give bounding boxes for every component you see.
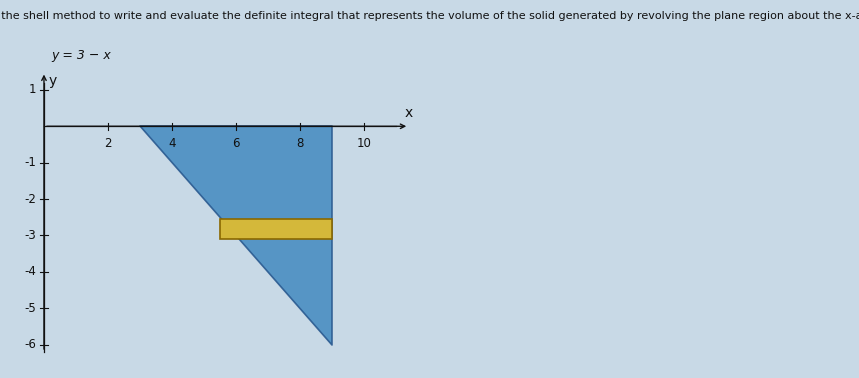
Text: 6: 6	[233, 137, 240, 150]
Text: -4: -4	[24, 265, 36, 278]
Text: x: x	[405, 106, 413, 120]
Text: 2: 2	[104, 137, 112, 150]
Text: y = 3 − x: y = 3 − x	[52, 49, 112, 62]
Text: y: y	[49, 73, 57, 87]
Text: -6: -6	[24, 338, 36, 351]
Text: 10: 10	[356, 137, 372, 150]
Text: 4: 4	[168, 137, 176, 150]
Text: -3: -3	[24, 229, 36, 242]
Text: 1: 1	[28, 84, 36, 96]
Bar	[220, 219, 332, 239]
Text: -1: -1	[24, 156, 36, 169]
Text: -2: -2	[24, 192, 36, 206]
Text: 8: 8	[296, 137, 304, 150]
Text: Use the shell method to write and evaluate the definite integral that represents: Use the shell method to write and evalua…	[0, 11, 859, 21]
Text: -5: -5	[24, 302, 36, 315]
